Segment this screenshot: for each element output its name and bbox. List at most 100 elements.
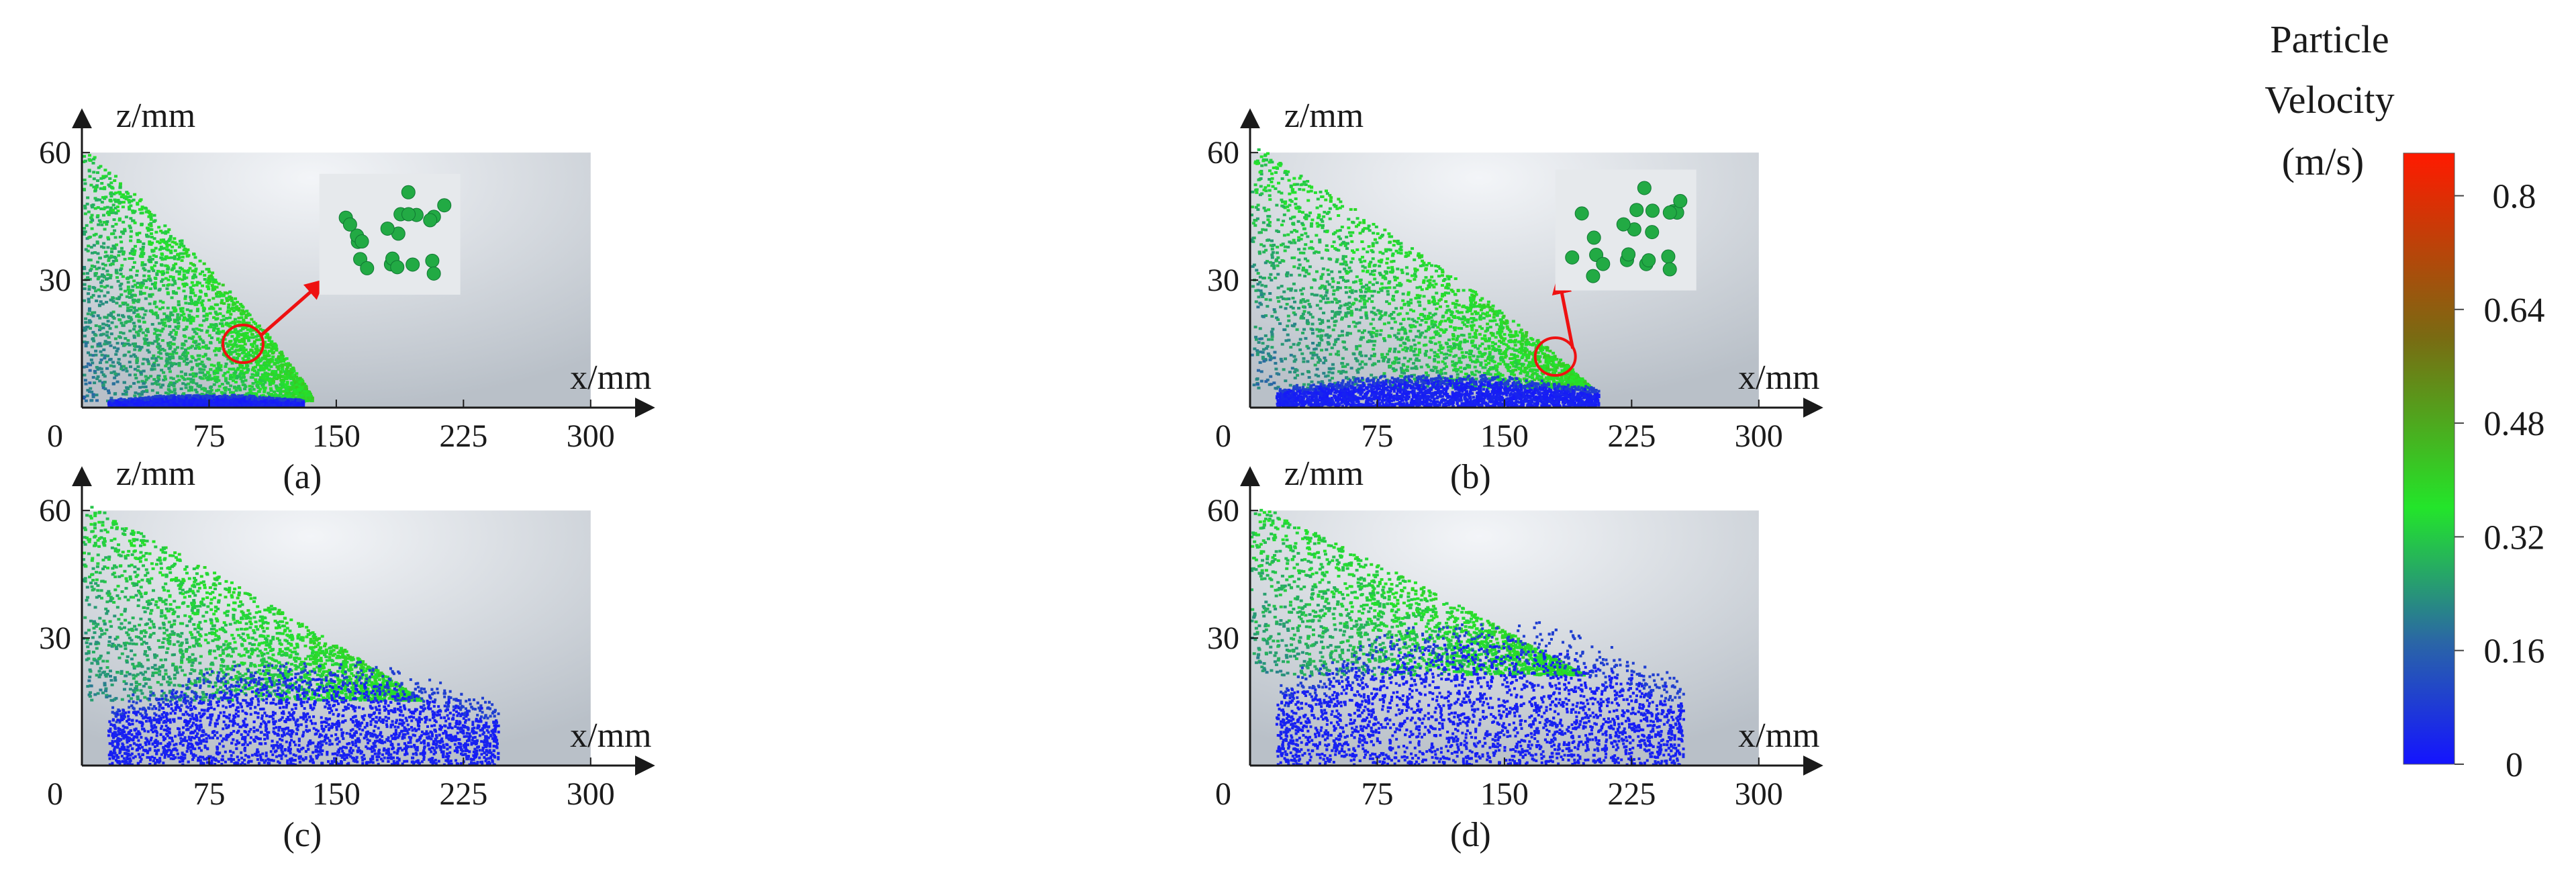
moving-particle xyxy=(149,213,153,216)
moving-particle xyxy=(135,309,139,312)
moving-particle xyxy=(250,392,254,395)
moving-particle xyxy=(104,277,108,281)
moving-particle xyxy=(146,376,150,379)
moving-particle xyxy=(279,375,283,378)
moving-particle xyxy=(183,252,187,255)
moving-particle xyxy=(173,318,177,322)
moving-particle xyxy=(252,369,256,373)
moving-particle xyxy=(228,290,232,293)
moving-particle xyxy=(262,367,266,370)
moving-particle xyxy=(123,343,127,347)
moving-particle xyxy=(225,297,229,300)
deposit-particle xyxy=(191,405,195,408)
moving-particle xyxy=(260,379,265,382)
moving-particle xyxy=(129,268,133,271)
moving-particle xyxy=(128,316,132,320)
moving-particle xyxy=(251,336,255,339)
moving-particle xyxy=(215,389,219,392)
moving-particle xyxy=(109,274,113,277)
moving-particle xyxy=(204,344,208,347)
moving-particle xyxy=(120,246,124,250)
moving-particle xyxy=(118,191,122,194)
moving-particle xyxy=(165,271,169,274)
moving-particle xyxy=(93,207,97,210)
moving-particle xyxy=(166,342,170,345)
moving-particle xyxy=(140,205,144,209)
moving-particle xyxy=(108,198,112,201)
moving-particle xyxy=(113,247,117,250)
moving-particle xyxy=(206,371,210,375)
moving-particle xyxy=(171,240,175,244)
moving-particle xyxy=(119,287,123,291)
moving-particle xyxy=(136,203,140,206)
moving-particle xyxy=(291,366,295,369)
moving-particle xyxy=(145,338,149,341)
moving-particle xyxy=(222,314,226,318)
moving-particle xyxy=(132,251,136,255)
moving-particle xyxy=(193,294,197,297)
moving-particle xyxy=(126,303,130,306)
moving-particle xyxy=(141,245,145,248)
moving-particle xyxy=(240,334,244,337)
moving-particle xyxy=(236,368,240,371)
moving-particle xyxy=(111,296,115,300)
moving-particle xyxy=(145,235,149,238)
moving-particle xyxy=(201,345,205,349)
moving-particle xyxy=(125,369,129,373)
moving-particle xyxy=(200,392,204,396)
moving-particle xyxy=(141,248,145,251)
moving-particle xyxy=(141,385,145,389)
moving-particle xyxy=(98,342,102,345)
moving-particle xyxy=(199,324,203,327)
moving-particle xyxy=(159,245,163,248)
moving-particle xyxy=(259,394,263,398)
moving-particle xyxy=(183,349,187,352)
moving-particle xyxy=(201,387,205,390)
moving-particle xyxy=(182,318,186,322)
moving-particle xyxy=(256,369,260,372)
moving-particle xyxy=(143,269,147,272)
moving-particle xyxy=(195,315,199,318)
moving-particle xyxy=(107,183,111,187)
moving-particle xyxy=(234,358,238,361)
moving-particle xyxy=(172,362,176,365)
moving-particle xyxy=(144,286,148,289)
moving-particle xyxy=(183,297,187,300)
moving-particle xyxy=(242,375,246,379)
moving-particle xyxy=(177,324,181,328)
moving-particle xyxy=(133,309,137,312)
moving-particle xyxy=(233,385,237,389)
moving-particle xyxy=(139,292,143,295)
moving-particle xyxy=(150,322,154,326)
moving-particle xyxy=(191,284,195,287)
moving-particle xyxy=(103,340,107,343)
moving-particle xyxy=(138,208,142,211)
moving-particle xyxy=(162,246,166,250)
moving-particle xyxy=(93,265,97,268)
moving-particle xyxy=(160,264,164,267)
moving-particle xyxy=(290,375,294,379)
moving-particle xyxy=(175,270,179,273)
moving-particle xyxy=(161,270,165,273)
moving-particle xyxy=(204,318,208,322)
moving-particle xyxy=(212,383,216,386)
moving-particle xyxy=(164,364,168,367)
moving-particle xyxy=(283,373,287,376)
moving-particle xyxy=(285,392,289,395)
moving-particle xyxy=(214,312,218,315)
moving-particle xyxy=(206,357,210,361)
moving-particle xyxy=(132,328,136,331)
moving-particle xyxy=(235,357,239,360)
moving-particle xyxy=(140,263,144,267)
moving-particle xyxy=(274,345,278,349)
moving-particle xyxy=(237,316,241,320)
moving-particle xyxy=(249,327,253,330)
moving-particle xyxy=(137,319,141,322)
moving-particle xyxy=(256,373,260,377)
moving-particle xyxy=(252,320,256,324)
moving-particle xyxy=(240,344,244,348)
moving-particle xyxy=(170,256,174,259)
moving-particle xyxy=(205,314,209,317)
moving-particle xyxy=(88,175,92,178)
moving-particle xyxy=(89,267,93,271)
